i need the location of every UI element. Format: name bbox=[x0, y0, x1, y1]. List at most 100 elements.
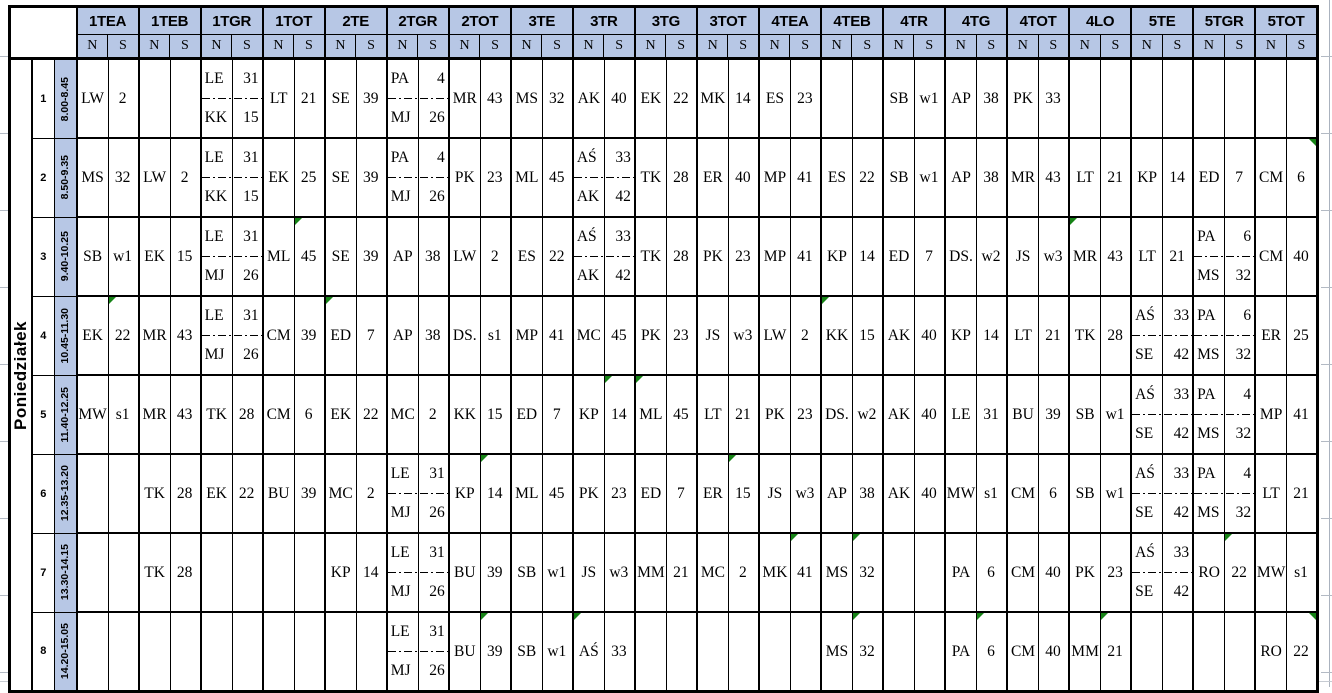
cell-2TOT-4[interactable]: DS. s1 bbox=[447, 295, 512, 376]
column-header-5TOT[interactable]: 5TOT bbox=[1254, 5, 1319, 35]
cell-1TEA-8[interactable] bbox=[75, 611, 140, 693]
subcolumn-header-5TOT-S[interactable]: S bbox=[1285, 34, 1319, 60]
cell-1TEB-6[interactable]: TK 28 bbox=[137, 453, 202, 534]
column-header-3TR[interactable]: 3TR bbox=[571, 5, 636, 35]
cell-1TEB-7[interactable]: TK 28 bbox=[137, 532, 202, 613]
cell-4TG-2[interactable]: AP 38 bbox=[943, 137, 1009, 218]
lesson-time-1[interactable]: 8.00-8.45 bbox=[54, 58, 78, 139]
lesson-number-5[interactable]: 5 bbox=[31, 374, 56, 455]
cell-2TOT-5[interactable]: KK 15 bbox=[447, 374, 512, 455]
subcolumn-header-2TOT-S[interactable]: S bbox=[479, 34, 512, 60]
cell-5TOT-2[interactable]: CM 6 bbox=[1254, 137, 1319, 218]
cell-5TOT-1[interactable] bbox=[1254, 57, 1319, 139]
cell-4TR-7[interactable] bbox=[881, 532, 947, 613]
cell-4TOT-6[interactable]: CM 6 bbox=[1006, 453, 1071, 534]
subcolumn-header-2TE-S[interactable]: S bbox=[355, 34, 388, 60]
lesson-time-5[interactable]: 11.40-12.25 bbox=[54, 374, 78, 455]
cell-2TE-5[interactable]: EK 22 bbox=[323, 374, 388, 455]
cell-2TGR-2[interactable]: PA 4 MJ 26 bbox=[385, 137, 450, 218]
cell-2TOT-8[interactable]: BU 39 bbox=[447, 611, 512, 693]
cell-2TE-7[interactable]: KP 14 bbox=[323, 532, 388, 613]
cell-3TOT-5[interactable]: LT 21 bbox=[695, 374, 760, 455]
cell-4LO-7[interactable]: PK 23 bbox=[1068, 532, 1133, 613]
cell-2TGR-1[interactable]: PA 4 MJ 26 bbox=[385, 57, 450, 139]
cell-4TR-8[interactable] bbox=[881, 611, 947, 693]
cell-3TOT-3[interactable]: PK 23 bbox=[695, 216, 760, 297]
cell-4LO-1[interactable] bbox=[1068, 57, 1133, 139]
cell-3TE-1[interactable]: MS 32 bbox=[509, 57, 574, 139]
cell-2TOT-2[interactable]: PK 23 bbox=[447, 137, 512, 218]
cell-4TOT-4[interactable]: LT 21 bbox=[1006, 295, 1071, 376]
cell-5TE-2[interactable]: KP 14 bbox=[1130, 137, 1195, 218]
cell-5TE-3[interactable]: LT 21 bbox=[1130, 216, 1195, 297]
cell-2TGR-5[interactable]: MC 2 bbox=[385, 374, 450, 455]
cell-1TEA-3[interactable]: SB w1 bbox=[75, 216, 140, 297]
cell-3TOT-1[interactable]: MK 14 bbox=[695, 57, 760, 139]
cell-3TR-6[interactable]: PK 23 bbox=[571, 453, 636, 534]
cell-5TGR-3[interactable]: PA 6 MS 32 bbox=[1192, 216, 1257, 297]
cell-3TG-3[interactable]: TK 28 bbox=[633, 216, 698, 297]
subcolumn-header-1TEA-S[interactable]: S bbox=[107, 34, 140, 60]
subcolumn-header-4TR-S[interactable]: S bbox=[913, 34, 946, 60]
cell-1TOT-2[interactable]: EK 25 bbox=[261, 137, 326, 218]
column-header-1TEA[interactable]: 1TEA bbox=[75, 5, 140, 35]
subcolumn-header-1TGR-S[interactable]: S bbox=[231, 34, 264, 60]
cell-1TEA-5[interactable]: MW s1 bbox=[75, 374, 140, 455]
subcolumn-header-3TG-S[interactable]: S bbox=[665, 34, 698, 60]
cell-4LO-2[interactable]: LT 21 bbox=[1068, 137, 1133, 218]
cell-1TOT-8[interactable] bbox=[261, 611, 326, 693]
cell-1TEB-5[interactable]: MR 43 bbox=[137, 374, 202, 455]
cell-3TG-6[interactable]: ED 7 bbox=[633, 453, 698, 534]
subcolumn-header-3TOT-N[interactable]: N bbox=[695, 34, 729, 60]
lesson-number-4[interactable]: 4 bbox=[31, 295, 56, 376]
subcolumn-header-1TGR-N[interactable]: N bbox=[199, 34, 233, 60]
subcolumn-header-2TE-N[interactable]: N bbox=[323, 34, 357, 60]
cell-5TOT-8[interactable]: RO 22 bbox=[1254, 611, 1319, 693]
lesson-time-3[interactable]: 9.40-10.25 bbox=[54, 216, 78, 297]
cell-4TG-8[interactable]: PA 6 bbox=[943, 611, 1009, 693]
cell-2TE-3[interactable]: SE 39 bbox=[323, 216, 388, 297]
subcolumn-header-4TG-N[interactable]: N bbox=[943, 34, 977, 60]
column-header-4TOT[interactable]: 4TOT bbox=[1006, 5, 1071, 35]
subcolumn-header-3TG-N[interactable]: N bbox=[633, 34, 667, 60]
cell-1TOT-7[interactable] bbox=[261, 532, 326, 613]
cell-2TOT-7[interactable]: BU 39 bbox=[447, 532, 512, 613]
cell-4TG-6[interactable]: MW s1 bbox=[943, 453, 1009, 534]
cell-3TE-7[interactable]: SB w1 bbox=[509, 532, 574, 613]
cell-2TGR-8[interactable]: LE 31 MJ 26 bbox=[385, 611, 450, 693]
cell-5TE-1[interactable] bbox=[1130, 57, 1195, 139]
lesson-time-4[interactable]: 10.45-11.30 bbox=[54, 295, 78, 376]
cell-4TG-3[interactable]: DS. w2 bbox=[943, 216, 1009, 297]
subcolumn-header-4LO-S[interactable]: S bbox=[1099, 34, 1132, 60]
column-header-5TGR[interactable]: 5TGR bbox=[1192, 5, 1257, 35]
cell-5TOT-3[interactable]: CM 40 bbox=[1254, 216, 1319, 297]
cell-3TR-4[interactable]: MC 45 bbox=[571, 295, 636, 376]
cell-4TG-4[interactable]: KP 14 bbox=[943, 295, 1009, 376]
cell-3TE-5[interactable]: ED 7 bbox=[509, 374, 574, 455]
cell-3TG-8[interactable] bbox=[633, 611, 698, 693]
lesson-time-6[interactable]: 12.35-13.20 bbox=[54, 453, 78, 534]
column-header-4TEB[interactable]: 4TEB bbox=[819, 5, 884, 35]
cell-4LO-6[interactable]: SB w1 bbox=[1068, 453, 1133, 534]
lesson-time-7[interactable]: 13.30-14.15 bbox=[54, 532, 78, 613]
cell-2TE-6[interactable]: MC 2 bbox=[323, 453, 388, 534]
cell-4TR-1[interactable]: SB w1 bbox=[881, 57, 947, 139]
cell-2TGR-4[interactable]: AP 38 bbox=[385, 295, 450, 376]
cell-5TE-4[interactable]: AŚ 33 SE 42 bbox=[1130, 295, 1195, 376]
cell-3TE-8[interactable]: SB w1 bbox=[509, 611, 574, 693]
cell-5TOT-6[interactable]: LT 21 bbox=[1254, 453, 1319, 534]
cell-3TR-5[interactable]: KP 14 bbox=[571, 374, 636, 455]
column-header-1TGR[interactable]: 1TGR bbox=[199, 5, 264, 35]
cell-4LO-5[interactable]: SB w1 bbox=[1068, 374, 1133, 455]
cell-1TGR-8[interactable] bbox=[199, 611, 264, 693]
column-header-5TE[interactable]: 5TE bbox=[1130, 5, 1195, 35]
cell-1TEA-1[interactable]: LW 2 bbox=[75, 57, 140, 139]
cell-4TEA-8[interactable] bbox=[757, 611, 822, 693]
cell-5TE-6[interactable]: AŚ 33 SE 42 bbox=[1130, 453, 1195, 534]
column-header-1TOT[interactable]: 1TOT bbox=[261, 5, 326, 35]
lesson-number-2[interactable]: 2 bbox=[31, 137, 56, 218]
lesson-number-6[interactable]: 6 bbox=[31, 453, 56, 534]
cell-1TEA-4[interactable]: EK 22 bbox=[75, 295, 140, 376]
cell-3TOT-4[interactable]: JS w3 bbox=[695, 295, 760, 376]
cell-4LO-4[interactable]: TK 28 bbox=[1068, 295, 1133, 376]
